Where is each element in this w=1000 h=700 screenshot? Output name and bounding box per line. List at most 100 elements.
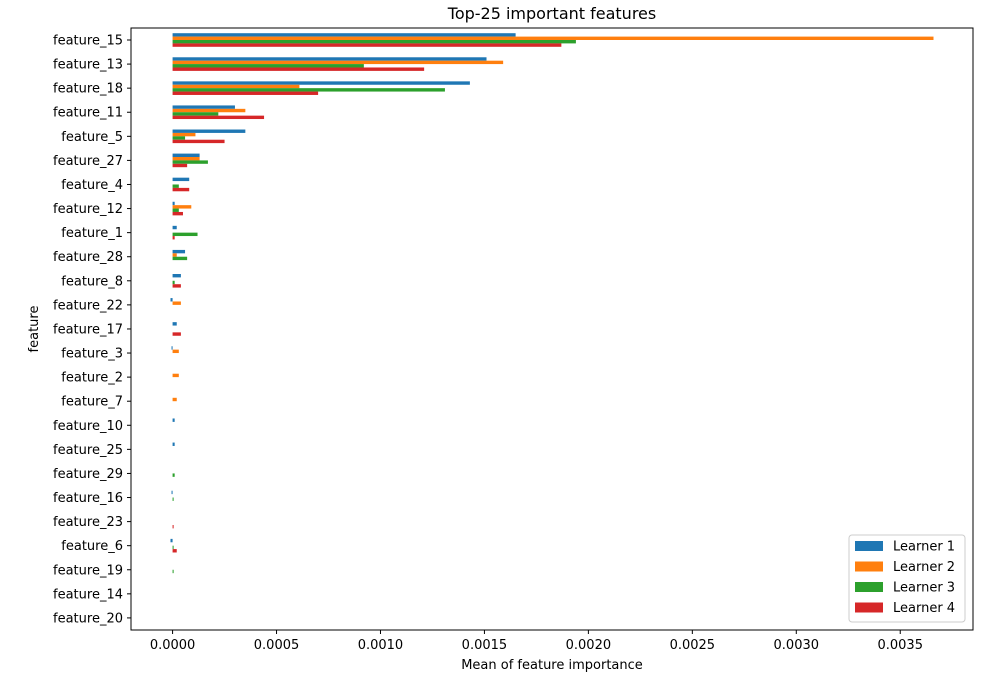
- y-tick-label: feature_6: [61, 539, 123, 554]
- bar-feature_4-learner-4: [172, 187, 190, 192]
- bar-feature_18-learner-4: [172, 91, 319, 95]
- bar-feature_8-learner-1: [172, 274, 181, 278]
- y-tick-label: feature_10: [53, 419, 123, 434]
- y-tick-label: feature_11: [53, 106, 123, 121]
- bar-feature_15-learner-2: [172, 36, 934, 40]
- bar-feature_3-learner-1: [171, 346, 173, 350]
- x-tick-label: 0.0025: [670, 638, 716, 653]
- legend-label: Learner 2: [893, 560, 955, 575]
- x-tick-label: 0.0030: [774, 638, 820, 653]
- bar-feature_10-learner-1: [172, 418, 175, 422]
- y-tick-label: feature_13: [53, 58, 123, 73]
- bar-feature_11-learner-4: [172, 115, 265, 120]
- y-tick-label: feature_4: [61, 178, 123, 193]
- legend-frame: [848, 534, 966, 623]
- y-tick-label: feature_8: [61, 274, 123, 289]
- legend-label: Learner 3: [893, 581, 955, 596]
- bar-feature_6-learner-1: [170, 538, 173, 543]
- y-tick-label: feature_19: [53, 563, 123, 578]
- bar-feature_27-learner-4: [172, 163, 188, 168]
- bar-feature_13-learner-1: [172, 57, 487, 61]
- y-tick-label: feature_5: [61, 130, 123, 145]
- legend-swatch: [855, 602, 883, 613]
- x-tick-label: 0.0015: [462, 638, 508, 653]
- legend-label: Learner 1: [893, 540, 955, 555]
- bar-feature_3-learner-2: [172, 349, 179, 354]
- y-tick-label: feature_29: [53, 467, 123, 482]
- y-tick-label: feature_7: [61, 395, 123, 410]
- bar-feature_1-learner-3: [172, 232, 198, 237]
- y-tick-label: feature_17: [53, 322, 123, 337]
- x-tick-label: 0.0035: [877, 638, 923, 653]
- bar-feature_13-learner-2: [172, 60, 504, 65]
- bar-feature_6-learner-4: [172, 549, 177, 553]
- bar-feature_5-learner-3: [172, 136, 186, 140]
- bar-feature_17-learner-4: [172, 332, 181, 336]
- bar-feature_19-learner-3: [172, 569, 174, 574]
- bar-feature_8-learner-3: [172, 280, 175, 285]
- bar-feature_11-learner-3: [172, 112, 219, 116]
- bar-feature_17-learner-1: [172, 322, 177, 326]
- legend: Learner 1 Learner 2 Learner 3 Learner 4: [848, 534, 966, 623]
- bar-feature_2-learner-2: [172, 373, 179, 378]
- bar-feature_25-learner-1: [172, 442, 175, 446]
- bar-feature_4-learner-1: [172, 177, 190, 182]
- bar-feature_28-learner-3: [172, 256, 188, 261]
- bar-feature_13-learner-3: [172, 64, 364, 68]
- legend-swatch: [855, 541, 883, 551]
- y-tick-label: feature_28: [53, 250, 123, 265]
- bar-feature_18-learner-3: [172, 88, 445, 92]
- bar-feature_15-learner-3: [172, 40, 576, 44]
- bars-layer: [170, 33, 934, 574]
- x-tick-label: 0.0000: [150, 638, 196, 653]
- x-tick-label: 0.0020: [566, 638, 612, 653]
- y-tick-label: feature_25: [53, 443, 123, 458]
- y-tick-label: feature_3: [61, 347, 123, 362]
- y-tick-label: feature_20: [53, 611, 123, 626]
- bar-feature_15-learner-1: [172, 33, 516, 37]
- y-tick-label: feature_18: [53, 82, 123, 97]
- bar-feature_11-learner-1: [172, 105, 235, 109]
- y-axis-title: feature: [27, 306, 42, 353]
- bar-feature_5-learner-2: [172, 132, 196, 137]
- x-axis: 0.0000 0.0005 0.0010 0.0015 0.0020 0.0025 0.00…: [150, 630, 923, 653]
- x-tick-label: 0.0005: [254, 638, 300, 653]
- bar-feature_27-learner-3: [172, 160, 208, 164]
- bar-feature_12-learner-3: [172, 208, 179, 212]
- legend-label: Learner 4: [893, 601, 955, 616]
- y-tick-label: feature_1: [61, 226, 123, 241]
- y-tick-label: feature_12: [53, 202, 123, 217]
- bar-feature_16-learner-1: [171, 490, 173, 495]
- bar-feature_13-learner-4: [172, 67, 425, 71]
- bar-feature_12-learner-1: [172, 201, 175, 206]
- y-tick-label: feature_16: [53, 491, 123, 506]
- bar-feature_15-learner-4: [172, 43, 562, 47]
- bar-feature_27-learner-1: [172, 153, 200, 157]
- bar-feature_27-learner-2: [172, 157, 200, 161]
- bar-feature_28-learner-1: [172, 249, 186, 254]
- bar-feature_7-learner-2: [172, 397, 177, 402]
- bar-feature_12-learner-2: [172, 205, 192, 209]
- x-axis-title: Mean of feature importance: [461, 658, 643, 673]
- y-tick-label: feature_27: [53, 154, 123, 169]
- x-tick-label: 0.0010: [358, 638, 404, 653]
- bar-feature_1-learner-1: [172, 225, 177, 230]
- chart-title: Top-25 important features: [447, 4, 656, 23]
- bar-feature_29-learner-3: [172, 473, 175, 477]
- bar-feature_28-learner-2: [172, 253, 177, 257]
- legend-swatch: [855, 561, 883, 572]
- y-tick-label: feature_22: [53, 298, 123, 313]
- bar-feature_12-learner-4: [172, 211, 183, 216]
- bar-feature_6-learner-3: [172, 545, 174, 550]
- bar-feature_5-learner-1: [172, 129, 246, 133]
- bar-feature_18-learner-1: [172, 81, 470, 85]
- bar-feature_22-learner-1: [170, 298, 173, 302]
- bar-feature_22-learner-2: [172, 301, 181, 305]
- y-tick-label: feature_15: [53, 34, 123, 49]
- y-axis: feature_15 feature_13 feature_18 feature_11…: [53, 34, 131, 626]
- bar-feature_8-learner-4: [172, 284, 181, 288]
- legend-swatch: [855, 582, 883, 592]
- bar-feature_16-learner-3: [172, 497, 174, 501]
- y-tick-label: feature_2: [61, 371, 123, 386]
